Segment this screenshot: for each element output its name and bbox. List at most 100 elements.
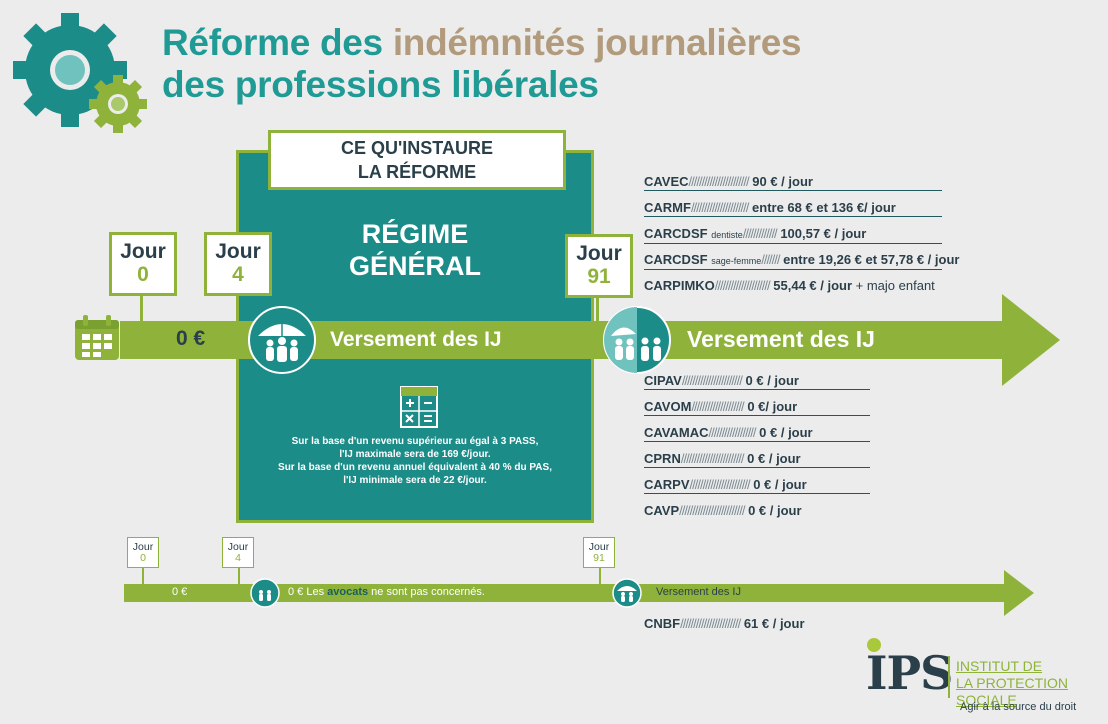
title-part-a: Réforme des [162,22,393,63]
rate-extra: + majo enfant [852,278,935,293]
rate-name: CAVOM [644,399,692,414]
rate-separator: /////////////////////// [681,373,743,388]
day-4-marker: Jour 4 [204,232,272,296]
rate-value: entre 19,26 € et 57,78 € / jour [783,252,960,267]
lawyer-notice-highlight: avocats [327,586,369,598]
regime-line-1: RÉGIME [361,219,469,249]
logo-divider [948,656,950,698]
rate-separator: ////////////////////// [690,200,749,215]
rate-value: 0 € / jour [748,503,802,518]
umbrella-family-icon [248,306,316,374]
rate-separator: ///////////// [742,226,778,241]
rate-note: sage-femme [711,256,762,266]
rate-underline [644,190,942,191]
lawyer-timeline-center [264,584,614,602]
calendar-icon [75,315,119,360]
note-line-1: Sur la base d'un revenu supérieur au éga… [291,436,539,447]
rate-underline [644,243,942,244]
regime-note: Sur la base d'un revenu supérieur au éga… [236,435,594,487]
day-4-number: 4 [232,263,244,286]
day-91-number: 91 [587,265,611,288]
rate-separator: /////////////////////// [689,477,751,492]
small-day-0-marker: Jour 0 [127,537,159,568]
rate-name: CARCDSF [644,226,708,241]
rate-value: 0 € / jour [745,373,799,388]
rate-underline [644,389,870,390]
small-day-4-stem [238,566,240,584]
rate-underline [644,415,870,416]
day-0-word: Jour [120,240,166,263]
rate-name: CAVP [644,503,680,518]
day-0-marker: Jour 0 [109,232,177,296]
rate-value: 0 €/ jour [747,399,798,414]
small-family-icon [612,578,642,608]
rate-row: CARPV/////////////////////// 0 € / jour [644,477,870,503]
rate-row: CPRN//////////////////////// 0 € / jour [644,451,870,477]
rate-separator: //////////////////////// [680,451,745,466]
small-day-0-stem [142,566,144,584]
logo-tagline: Agir à la source du droit [960,701,1077,713]
rate-name: CAVAMAC [644,425,709,440]
small-day-4-word: Jour [227,541,249,553]
day-4-stem [236,292,239,322]
rate-name: CNBF [644,616,681,631]
small-umbrella-icon [250,578,280,608]
lawyer-versement: Versement des IJ [656,586,741,598]
reform-label-line-2: LA RÉFORME [357,162,477,182]
rate-separator: /////////////////////// [680,616,741,631]
family-icon [603,306,671,374]
rate-name: CARPIMKO [644,278,715,293]
small-day-0-number: 0 [140,552,146,564]
rate-separator: ////////////////// [708,425,757,440]
rate-name: CARMF [644,200,691,215]
day-91-marker: Jour 91 [565,234,633,298]
rate-value: 0 € / jour [753,477,807,492]
rate-value: 0 € / jour [747,451,801,466]
rate-row: CARMF////////////////////// entre 68 € e… [644,200,959,226]
cnbf-row: CNBF/////////////////////// 61 € / jour [644,616,805,632]
rate-row: CAVOM//////////////////// 0 €/ jour [644,399,870,425]
note-line-4: l'IJ minimale sera de 22 €/jour. [343,475,487,486]
rate-separator: //////////////////// [691,399,744,414]
zero-euro-label: 0 € [176,327,206,350]
lawyer-notice: 0 € Les avocats ne sont pas concernés. [288,586,485,598]
rate-value: 0 € / jour [759,425,813,440]
small-day-4-number: 4 [235,552,241,564]
rate-note: dentiste [711,230,743,240]
versement-label-1: Versement des IJ [330,328,502,351]
rate-value: 90 € / jour [752,174,813,189]
lawyer-zero-label: 0 € [172,586,188,598]
rate-name: CIPAV [644,373,682,388]
rate-row: CAVAMAC////////////////// 0 € / jour [644,425,870,451]
small-day-91-stem [599,567,601,584]
logo-name-line-2: LA PROTECTION SOCIALE [956,675,1069,708]
rate-row: CARPIMKO///////////////////// 55,44 € / … [644,278,959,304]
rate-value: 55,44 € / jour [773,278,853,293]
reform-label-line-1: CE QU'INSTAURE [341,138,493,158]
rate-separator: ///////////////////// [714,278,771,293]
rate-name: CARCDSF [644,252,708,267]
rate-separator: /////// [761,252,780,267]
small-day-4-marker: Jour 4 [222,537,254,568]
rate-value: 61 € / jour [743,616,805,631]
rate-name: CPRN [644,451,681,466]
rate-underline [644,216,942,217]
day-91-stem [596,296,599,322]
logo-name-line-1: INSTITUT DE [956,658,1043,674]
small-day-91-word: Jour [588,541,610,553]
title-line-2: des professions libérales [162,64,599,105]
rate-underline [644,493,870,494]
rate-name: CAVEC [644,174,689,189]
rate-row: CAVEC/////////////////////// 90 € / jour [644,174,959,200]
reform-label: CE QU'INSTAURE LA RÉFORME [268,130,566,190]
page-title: Réforme des indémnités journalières des … [162,22,802,106]
rate-name: CARPV [644,477,690,492]
rate-row: CAVP///////////////////////// 0 € / jour [644,503,870,529]
calculator-icon [400,386,438,428]
rate-underline [644,467,870,468]
rate-underline [644,441,870,442]
rate-row: CARCDSF dentiste///////////// 100,57 € /… [644,226,959,252]
gears-icon [13,13,147,133]
regime-line-2: GÉNÉRAL [348,251,481,281]
rate-separator: ///////////////////////// [679,503,745,518]
